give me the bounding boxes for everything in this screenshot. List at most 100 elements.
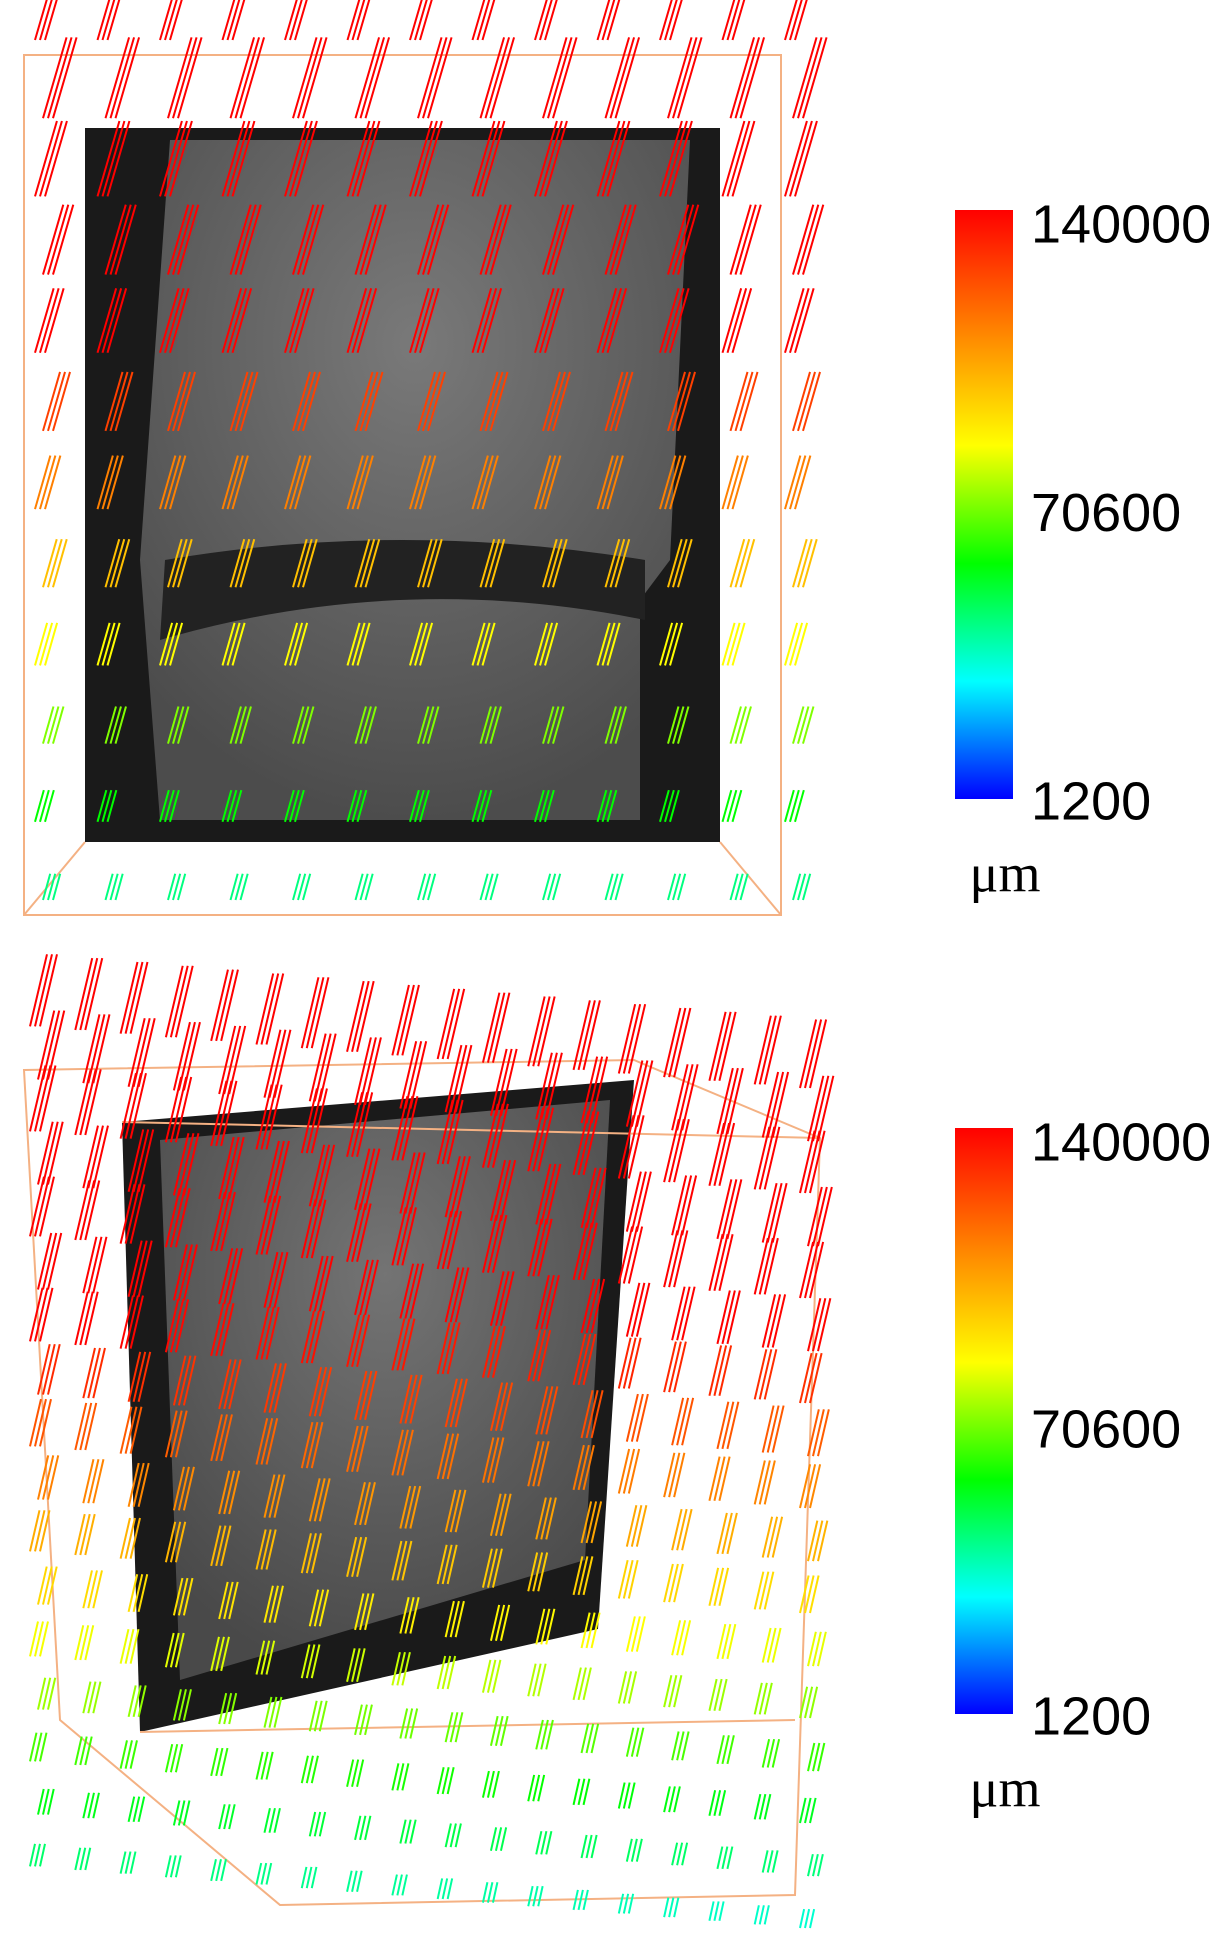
vector-arrow [753, 1460, 766, 1505]
vector-arrow [540, 1497, 552, 1540]
vector-arrow [124, 1295, 139, 1349]
vector-arrow [540, 1274, 555, 1330]
vector-arrow [794, 0, 808, 41]
vector-arrow [92, 1570, 103, 1609]
vector-arrow [351, 288, 373, 354]
vector-arrow [499, 1604, 511, 1641]
vector-arrow [809, 1686, 819, 1719]
vector-arrow [617, 1782, 626, 1809]
vector-arrow [590, 1501, 603, 1544]
vector-arrow [164, 1743, 174, 1773]
vector-arrow [491, 1437, 505, 1483]
vector-arrow [223, 1248, 239, 1305]
vector-arrow [351, 1203, 367, 1262]
vector-arrow [491, 1103, 509, 1168]
ct-texture [140, 140, 690, 820]
vector-arrow [812, 1631, 822, 1667]
vector-arrow [351, 1759, 360, 1787]
vector-arrow [167, 538, 183, 588]
vector-arrow [444, 1378, 458, 1428]
vector-arrow [164, 1299, 180, 1353]
vector-arrow [489, 204, 512, 275]
vector-arrow [580, 1167, 597, 1229]
vector-arrow [414, 0, 428, 41]
vector-arrow [622, 1448, 636, 1494]
vector-arrow [302, 37, 328, 119]
vector-arrow [540, 1386, 554, 1435]
vector-arrow [159, 120, 183, 197]
vector-arrow [284, 0, 298, 41]
vector-arrow [119, 1072, 137, 1139]
vector-arrow [177, 1133, 195, 1196]
vector-arrow [812, 1297, 827, 1352]
vector-arrow [351, 1536, 363, 1577]
vector-arrow [297, 371, 316, 432]
vector-arrow [364, 1370, 378, 1421]
vector-arrow [542, 371, 561, 432]
vector-arrow [106, 120, 131, 197]
vector-arrow [401, 1429, 414, 1476]
vector-arrow [763, 1349, 778, 1400]
vector-arrow [799, 1908, 806, 1929]
vector-arrow [539, 789, 550, 823]
vector-arrow [617, 1559, 629, 1599]
vector-arrow [255, 1862, 263, 1885]
vector-arrow [29, 954, 48, 1027]
vector-arrow [716, 1067, 734, 1135]
vector-arrow [289, 455, 307, 510]
vector-arrow [409, 1819, 417, 1844]
vector-arrow [255, 1418, 269, 1465]
vector-arrow [255, 1751, 264, 1780]
vector-arrow [446, 1211, 463, 1270]
vector-arrow [305, 1088, 323, 1154]
vector-arrow [346, 120, 371, 197]
vector-arrow [544, 455, 562, 510]
vector-arrow [409, 622, 424, 666]
vector-arrow [739, 37, 766, 119]
vector-arrow [255, 1529, 267, 1570]
vector-arrow [284, 455, 302, 510]
vector-arrow [74, 1069, 92, 1136]
vector-arrow [44, 789, 55, 823]
colorbar-unit: μm [970, 1758, 1041, 1818]
vector-arrow [223, 1359, 237, 1410]
vector-arrow [124, 1406, 138, 1454]
vector-arrow [354, 1259, 369, 1316]
vector-arrow [540, 1163, 557, 1225]
vector-arrow [771, 1850, 779, 1873]
vector-arrow [308, 1366, 323, 1417]
vector-arrow [164, 1076, 183, 1143]
vector-arrow [713, 1011, 732, 1081]
vector-arrow [79, 1180, 96, 1241]
vector-arrow [174, 1410, 188, 1458]
vector-arrow [310, 1421, 324, 1469]
vector-arrow [354, 37, 381, 119]
vector-arrow [396, 1540, 408, 1581]
vector-arrow [721, 1512, 733, 1555]
vector-arrow [489, 37, 516, 119]
vector-arrow [494, 1382, 509, 1432]
vector-arrow [542, 37, 568, 119]
vector-arrow [753, 1793, 762, 1820]
vector-arrow [221, 0, 236, 41]
vector-arrow [313, 1144, 331, 1207]
vector-arrow [441, 1322, 456, 1375]
vector-arrow [164, 1521, 177, 1563]
vector-arrow [489, 1827, 498, 1851]
vector-arrow [734, 538, 751, 588]
vector-arrow [792, 873, 802, 901]
vector-arrow [758, 1126, 776, 1190]
vector-arrow [547, 706, 560, 744]
vector-arrow [79, 1402, 93, 1451]
vector-arrow [169, 1410, 183, 1458]
vector-arrow [582, 1778, 591, 1806]
vector-arrow [34, 1287, 49, 1342]
vector-arrow [169, 1521, 182, 1563]
vector-arrow [659, 120, 683, 197]
vector-arrow [284, 622, 299, 666]
vector-arrow [39, 120, 63, 197]
vector-arrow [297, 204, 320, 275]
vector-arrow [552, 371, 571, 432]
vector-arrow [351, 0, 366, 41]
vector-arrow [273, 1585, 284, 1623]
